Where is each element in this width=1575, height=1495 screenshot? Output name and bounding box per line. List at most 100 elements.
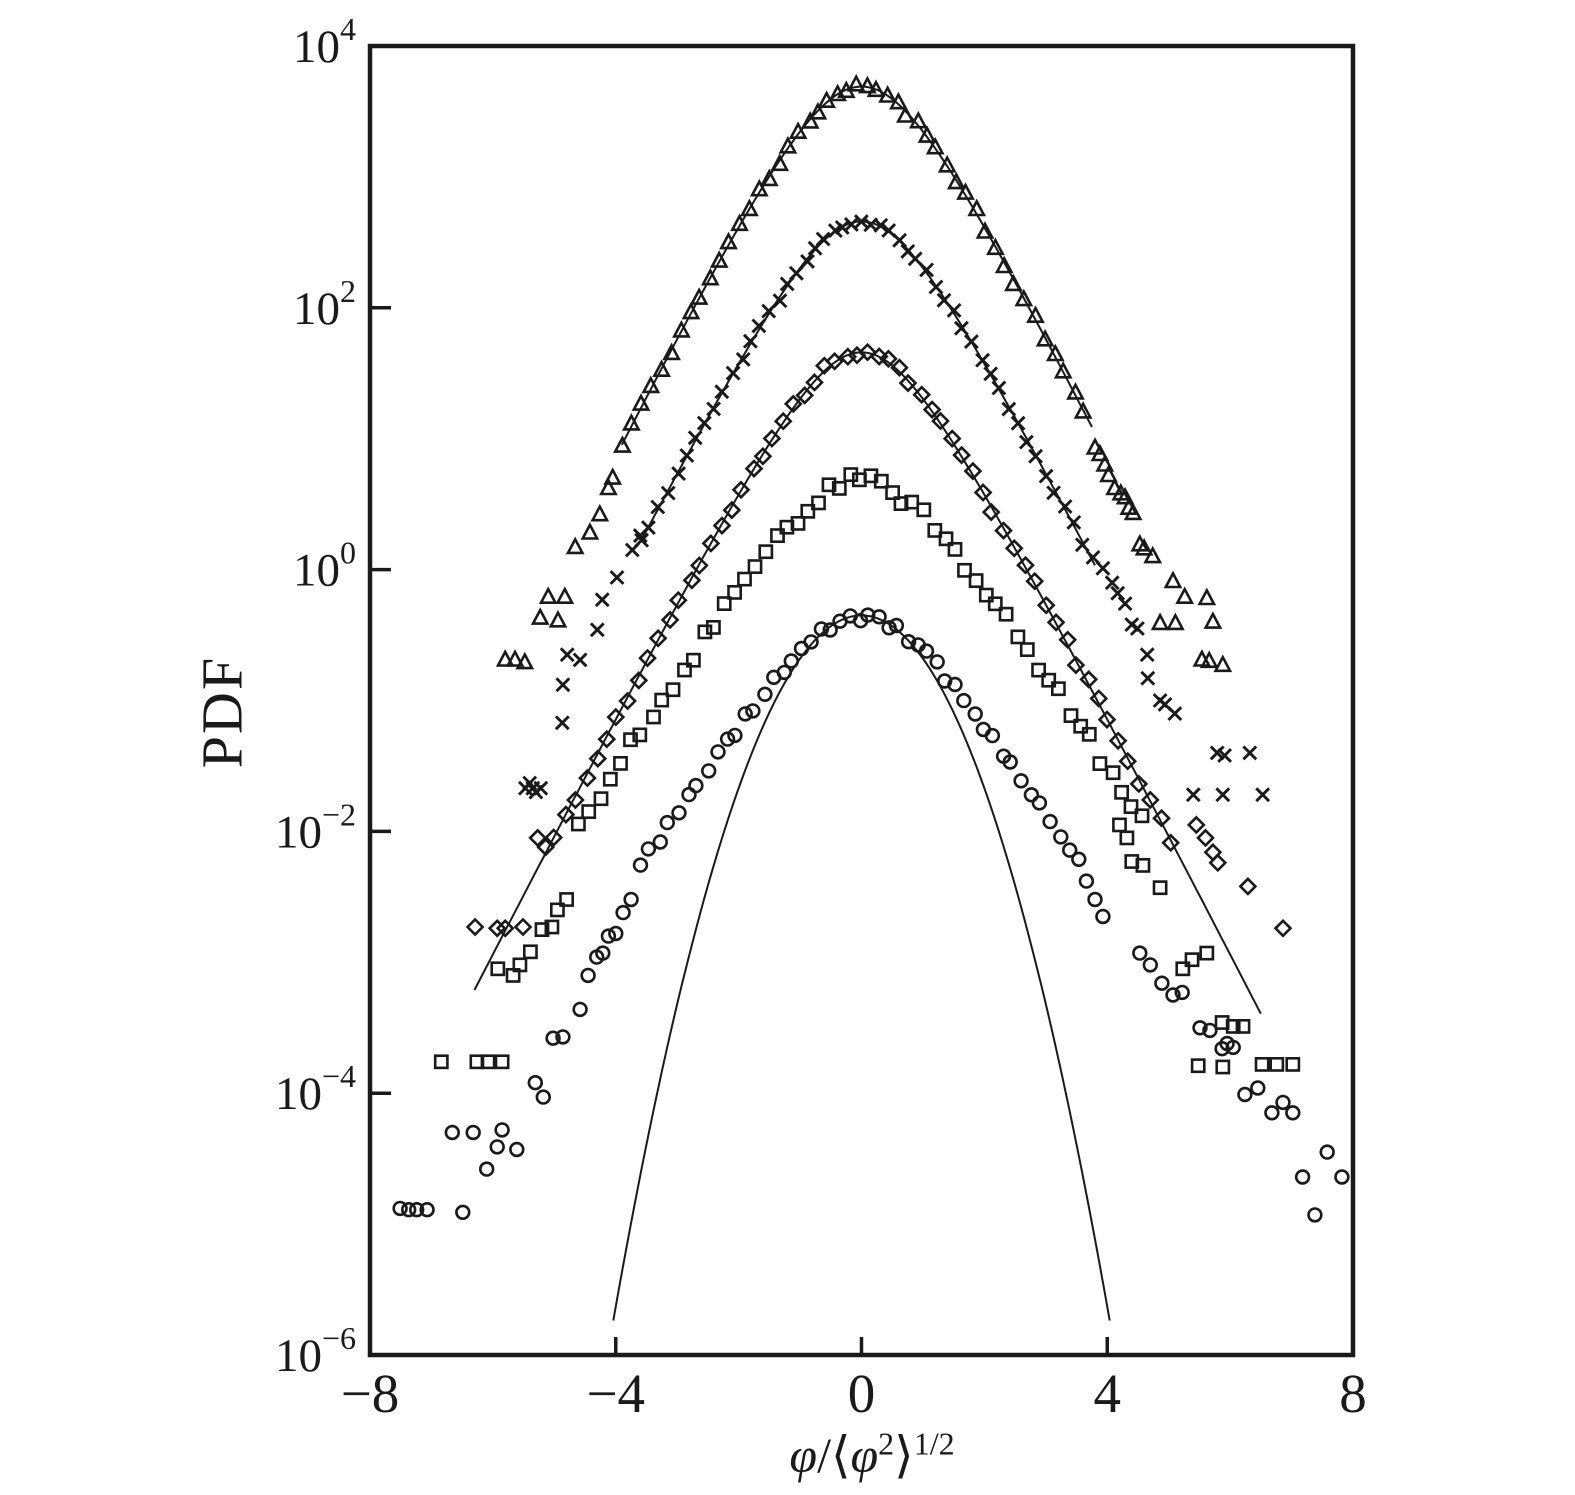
diamond-marker — [618, 691, 637, 711]
cross-marker-stroke — [853, 214, 869, 230]
cross-marker-stroke — [1139, 647, 1155, 663]
triangle-marker — [896, 105, 915, 123]
circle-marker — [600, 928, 617, 944]
y-tick-label: 10−4 — [275, 1058, 356, 1120]
square-marker — [821, 477, 837, 493]
square-marker — [490, 961, 506, 977]
triangle-marker — [1014, 288, 1034, 307]
triangle-marker — [1115, 486, 1135, 505]
cross-marker-stroke — [1140, 670, 1156, 686]
circle-marker — [479, 1161, 495, 1177]
triangle-marker — [565, 536, 585, 555]
triangle-marker — [1073, 401, 1093, 419]
diamond-marker — [556, 805, 576, 824]
square-marker — [987, 596, 1003, 612]
square-marker — [613, 755, 628, 771]
triangle-marker — [1213, 654, 1233, 673]
circle-marker — [1061, 842, 1078, 858]
circle-marker — [1334, 1169, 1350, 1185]
square-marker — [790, 515, 806, 531]
circle-marker — [1237, 1086, 1253, 1103]
cross-marker-stroke — [1215, 787, 1231, 803]
triangle-marker — [1105, 477, 1124, 496]
diamond-marker — [890, 358, 909, 378]
square-marker — [916, 502, 932, 518]
circle-marker — [1095, 908, 1111, 925]
diamond-marker — [773, 411, 793, 431]
triangle-marker — [749, 178, 769, 197]
diamond-marker — [1066, 655, 1086, 675]
diamond-marker — [588, 749, 608, 768]
circle-marker — [929, 654, 945, 670]
cross-marker-stroke — [1167, 706, 1183, 722]
cross-marker-stroke — [559, 647, 575, 663]
cross-marker-stroke — [1209, 745, 1225, 761]
circle-marker — [727, 727, 743, 744]
cross-marker-stroke — [873, 217, 889, 233]
triangle-marker — [1026, 305, 1045, 323]
triangle-marker — [613, 435, 632, 453]
square-marker — [654, 692, 670, 708]
cross-marker-stroke — [624, 542, 640, 558]
circle-marker — [401, 1201, 417, 1218]
circle-marker — [494, 1122, 510, 1138]
triangle-marker — [740, 198, 759, 217]
diamond-marker — [1079, 670, 1099, 689]
pdf-curve-squares — [433, 467, 1301, 1075]
cross-marker-stroke — [671, 466, 687, 482]
cross-marker-stroke — [735, 351, 751, 367]
triangle-marker — [709, 250, 729, 268]
diamond-marker — [838, 347, 858, 367]
square-marker — [1112, 817, 1127, 833]
triangle-marker — [994, 255, 1014, 274]
circle-marker — [608, 925, 624, 942]
square-marker — [1184, 952, 1200, 968]
square-marker — [1010, 629, 1026, 645]
triangle-marker — [925, 136, 945, 155]
square-marker — [1031, 662, 1046, 678]
cross-marker-stroke — [1255, 787, 1271, 803]
diamond-marker — [528, 828, 548, 848]
diamond-marker — [825, 351, 844, 371]
diamond-marker — [701, 534, 721, 553]
diamond-marker — [1186, 815, 1206, 835]
diamond-marker — [858, 342, 877, 362]
diamond-marker — [1273, 918, 1293, 938]
diamond-marker — [566, 790, 585, 810]
circle-marker — [465, 1124, 481, 1141]
triangle-marker — [1150, 612, 1170, 631]
square-marker — [831, 480, 847, 496]
diamond-marker — [1140, 790, 1160, 810]
triangle-marker — [770, 153, 790, 172]
square-marker — [978, 587, 994, 603]
cross-marker-stroke — [788, 265, 804, 281]
square-marker — [1254, 1057, 1270, 1072]
circle-marker — [535, 1089, 551, 1105]
circle-marker — [1225, 1039, 1241, 1056]
square-marker — [1114, 784, 1129, 800]
cross-marker-stroke — [679, 448, 695, 463]
triangle-marker — [1199, 650, 1219, 669]
diamond-marker — [879, 349, 898, 369]
diamond-marker — [513, 917, 533, 937]
cross-marker-stroke — [751, 318, 767, 334]
diamond-marker — [952, 445, 971, 465]
diamond-marker — [795, 386, 815, 405]
cross-marker-stroke — [687, 430, 703, 446]
diamond-marker — [1108, 731, 1128, 751]
circle-marker — [700, 763, 717, 779]
triangle-marker — [956, 182, 975, 200]
diamond-marker — [1161, 833, 1181, 853]
cross-marker-stroke — [1001, 401, 1017, 417]
triangle-marker — [1123, 502, 1143, 521]
circle-marker — [671, 805, 687, 821]
cross-marker-stroke — [843, 216, 859, 232]
circle-marker — [1023, 787, 1040, 803]
triangle-marker — [689, 287, 709, 305]
triangle-marker — [1143, 545, 1163, 564]
circle-marker — [1002, 754, 1018, 770]
cross-marker-stroke — [1038, 468, 1054, 484]
square-marker — [602, 771, 618, 787]
triangle-marker — [946, 171, 966, 190]
circle-marker — [1250, 1080, 1266, 1096]
